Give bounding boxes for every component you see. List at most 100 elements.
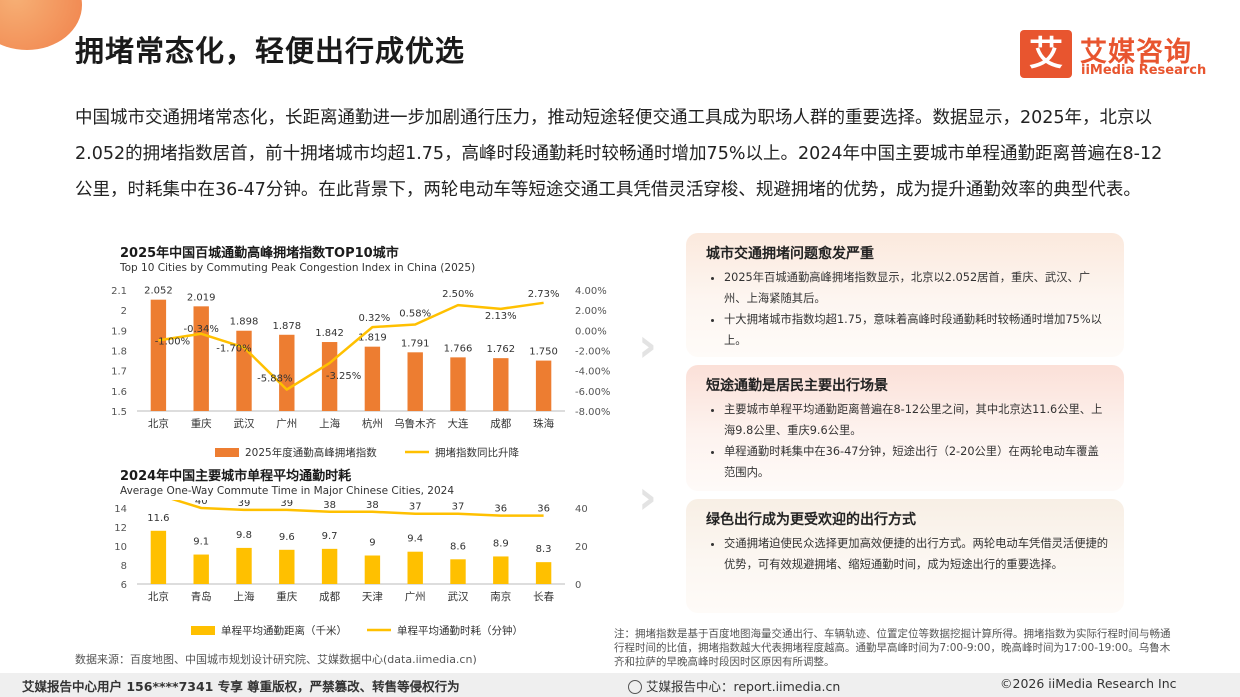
chart1-subtitle: Top 10 Cities by Commuting Peak Congesti…: [120, 262, 476, 274]
y-tick-label: 1.6: [111, 387, 127, 398]
chart2-title: 2024年中国主要城市单程平均通勤时耗: [120, 469, 352, 484]
bar: [450, 357, 466, 411]
y2-tick-label: -8.00%: [575, 407, 610, 418]
x-tick-label: 成都: [319, 591, 340, 603]
bar-value-label: 1.762: [486, 344, 515, 355]
legend-label: 2025年度通勤高峰拥堵指数: [245, 446, 377, 459]
card-green-travel: 绿色出行成为更受欢迎的出行方式 交通拥堵迫使民众选择更加高效便捷的出行方式。两轮…: [686, 499, 1124, 613]
card-list: 2025年百城通勤高峰拥堵指数显示，北京以2.052居首，重庆、武汉、广州、上海…: [708, 267, 1109, 351]
footer-report-center[interactable]: 艾媒报告中心：report.iimedia.cn: [628, 676, 840, 695]
x-tick-label: 武汉: [448, 590, 469, 603]
intro-paragraph: 中国城市交通拥堵常态化，长距离通勤进一步加剧通行压力，推动短途轻便交通工具成为职…: [75, 108, 1163, 200]
logo-name-cn: 艾媒咨询: [1080, 37, 1192, 68]
congestion-index-chart: 1.5 1.6 1.7 1.8 1.9 2 2.1 -8.00% -6.00% -4.00% -2.…: [111, 286, 610, 459]
footer-copyright-user: 艾媒报告中心用户 156****7341 专享 尊重版权，严禁篡改、转售等侵权行…: [22, 679, 460, 694]
bar: [150, 530, 167, 584]
card-title: 绿色出行成为更受欢迎的出行方式: [706, 512, 916, 528]
line-value-label: 37: [409, 502, 422, 513]
x-tick-label: 重庆: [191, 417, 212, 430]
card-item: 2025年百城通勤高峰拥堵指数显示，北京以2.052居首，重庆、武汉、广州、上海…: [724, 267, 1109, 309]
y2-tick-label: 0.00%: [575, 326, 607, 337]
line-value-label: 38: [366, 500, 379, 511]
y2-tick-label: 20: [575, 542, 588, 553]
footer-copyright: ©2026 iiMedia Research Inc: [1000, 676, 1177, 691]
bar-value-label: 8.6: [450, 541, 466, 552]
x-tick-label: 武汉: [234, 417, 255, 430]
x-tick-label: 北京: [148, 590, 169, 603]
logo-mark: 艾: [1020, 30, 1072, 78]
bar: [236, 547, 252, 584]
card-short-commute: 短途通勤是居民主要出行场景 主要城市单程平均通勤距离普遍在8-12公里之间，其中…: [686, 365, 1124, 491]
bar-value-label: 8.3: [536, 544, 552, 555]
y2-tick-label: 2.00%: [575, 306, 607, 317]
bar: [407, 352, 423, 411]
bar-value-label: 1.750: [529, 347, 558, 358]
bar: [364, 555, 381, 584]
line-value-label: -3.25%: [326, 371, 361, 382]
bar: [493, 358, 509, 411]
commute-time-chart: 6 8 10 12 14 0 20 40 11.6 9.1 9.8 9.6 9.7 9 9.4 8.6 8.9 8…: [114, 500, 588, 637]
bar: [150, 299, 167, 411]
bar-value-label: 1.766: [444, 343, 473, 354]
x-tick-label: 珠海: [533, 417, 555, 430]
corner-decoration: [0, 0, 82, 50]
legend-label: 单程平均通勤距离（千米）: [221, 624, 347, 637]
card-item: 主要城市单程平均通勤距离普遍在8-12公里之间，其中北京达11.6公里、上海9.…: [724, 399, 1109, 441]
x-tick-label: 广州: [276, 418, 297, 430]
globe-icon: [628, 680, 642, 694]
x-tick-label: 长春: [533, 591, 555, 603]
bar-value-label: 1.791: [401, 338, 430, 349]
card-title: 城市交通拥堵问题愈发严重: [706, 246, 874, 262]
line-value-label: -0.34%: [184, 324, 219, 335]
y2-tick-label: -2.00%: [575, 347, 610, 358]
line-value-label: 2.13%: [485, 311, 517, 322]
line-value-label: 36: [494, 504, 507, 515]
y-tick-label: 12: [114, 523, 127, 534]
line-value-label: 38: [323, 500, 336, 511]
chart1-title: 2025年中国百城通勤高峰拥堵指数TOP10城市: [120, 246, 399, 261]
x-tick-label: 广州: [405, 591, 426, 603]
x-tick-label: 重庆: [276, 590, 297, 603]
bar-value-label: 1.819: [358, 333, 387, 344]
page-title: 拥堵常态化，轻便出行成优选: [75, 34, 466, 68]
y2-tick-label: -4.00%: [575, 367, 610, 378]
line-value-label: 36: [537, 504, 550, 515]
bar-value-label: 1.898: [230, 317, 259, 328]
x-tick-label: 大连: [448, 417, 469, 430]
bar: [364, 346, 381, 411]
card-list: 主要城市单程平均通勤距离普遍在8-12公里之间，其中北京达11.6公里、上海9.…: [708, 399, 1109, 483]
bar: [493, 556, 509, 584]
footer-bar: 艾媒报告中心用户 156****7341 专享 尊重版权，严禁篡改、转售等侵权行…: [0, 673, 1240, 697]
x-tick-label: 乌鲁木齐: [394, 417, 436, 430]
line-value-label: 37: [452, 502, 465, 513]
legend-swatch-bar: [191, 626, 215, 635]
line-value-label: 40: [195, 500, 208, 507]
y-tick-label: 8: [121, 561, 127, 572]
logo-name-en: iiMedia Research: [1081, 63, 1207, 78]
line-value-label: 2.73%: [528, 289, 560, 300]
y-tick-label: 2: [121, 306, 127, 317]
footer-report-link[interactable]: 艾媒报告中心：report.iimedia.cn: [646, 679, 841, 694]
x-tick-label: 上海: [319, 417, 340, 430]
line-value-label: -1.00%: [155, 336, 190, 347]
bar-value-label: 9.1: [193, 537, 209, 548]
card-title: 短途通勤是居民主要出行场景: [706, 378, 888, 394]
y-tick-label: 2.1: [111, 286, 127, 297]
y2-tick-label: 0: [575, 580, 581, 591]
line-value-label: 2.50%: [442, 289, 474, 300]
series-line: [171, 500, 544, 517]
x-tick-label: 青岛: [191, 590, 212, 603]
bar: [450, 559, 466, 584]
data-source: 数据来源：百度地图、中国城市规划设计研究院、艾媒数据中心(data.iimedi…: [75, 653, 477, 666]
bar-value-label: 11.6: [147, 513, 169, 524]
line-value-label: 0.58%: [399, 308, 431, 319]
y2-tick-label: 4.00%: [575, 286, 607, 297]
bar-value-label: 2.019: [187, 292, 216, 303]
bar-value-label: 9.6: [279, 532, 295, 543]
y-tick-label: 1.9: [111, 326, 127, 337]
bar-value-label: 9: [369, 538, 375, 549]
x-tick-label: 杭州: [362, 417, 383, 430]
y-tick-label: 10: [114, 542, 127, 553]
bar-value-label: 1.842: [315, 328, 344, 339]
x-tick-label: 南京: [490, 590, 511, 603]
